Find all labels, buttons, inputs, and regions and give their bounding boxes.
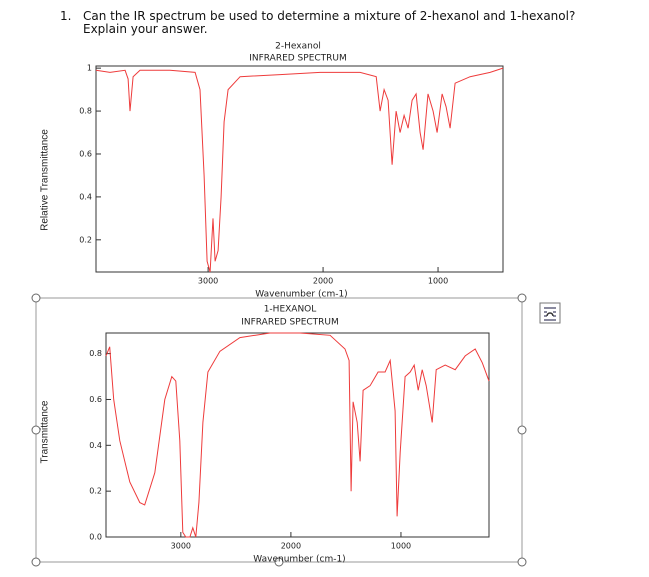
chart-subtitle: INFRARED SPECTRUM — [249, 54, 347, 64]
x-tick-label: 1000 — [428, 277, 448, 286]
y-tick-label: 1 — [87, 64, 92, 73]
wrap-icon[interactable] — [539, 302, 561, 324]
y-tick-label: 0.2 — [89, 487, 102, 496]
chart-title: 2-Hexanol — [275, 42, 321, 52]
plot-area — [95, 65, 504, 273]
y-axis-label: Relative Transmittance — [40, 129, 51, 231]
question-instruction: Explain your answer. — [83, 22, 208, 36]
y-axis-label: Transmittance — [40, 400, 51, 463]
x-axis-label: Wavenumber (cm-1) — [255, 290, 347, 300]
y-tick-label: 0.2 — [79, 235, 92, 244]
x-tick-label: 2000 — [281, 542, 301, 551]
question-number: 1. — [60, 9, 72, 23]
selection-handles[interactable] — [31, 293, 527, 567]
chart-subtitle: INFRARED SPECTRUM — [241, 318, 339, 328]
x-tick-label: 3000 — [198, 277, 218, 286]
chart-title: 1-HEXANOL — [264, 305, 317, 315]
y-tick-label: 0.6 — [89, 395, 102, 404]
question-text: Can the IR spectrum be used to determine… — [83, 9, 576, 23]
y-tick-label: 0.0 — [89, 533, 102, 542]
x-axis-label: Wavenumber (cm-1) — [253, 555, 345, 565]
x-tick-label: 2000 — [313, 277, 333, 286]
y-tick-label: 0.8 — [89, 349, 102, 358]
y-tick-label: 0.4 — [79, 192, 92, 201]
x-tick-label: 1000 — [391, 542, 411, 551]
x-tick-label: 3000 — [171, 542, 191, 551]
y-tick-label: 0.4 — [89, 441, 102, 450]
y-tick-label: 0.6 — [79, 149, 92, 158]
y-tick-label: 0.8 — [79, 107, 92, 116]
spectrum-line — [105, 332, 490, 538]
spectrum-line — [95, 67, 504, 273]
plot-area — [105, 332, 490, 538]
